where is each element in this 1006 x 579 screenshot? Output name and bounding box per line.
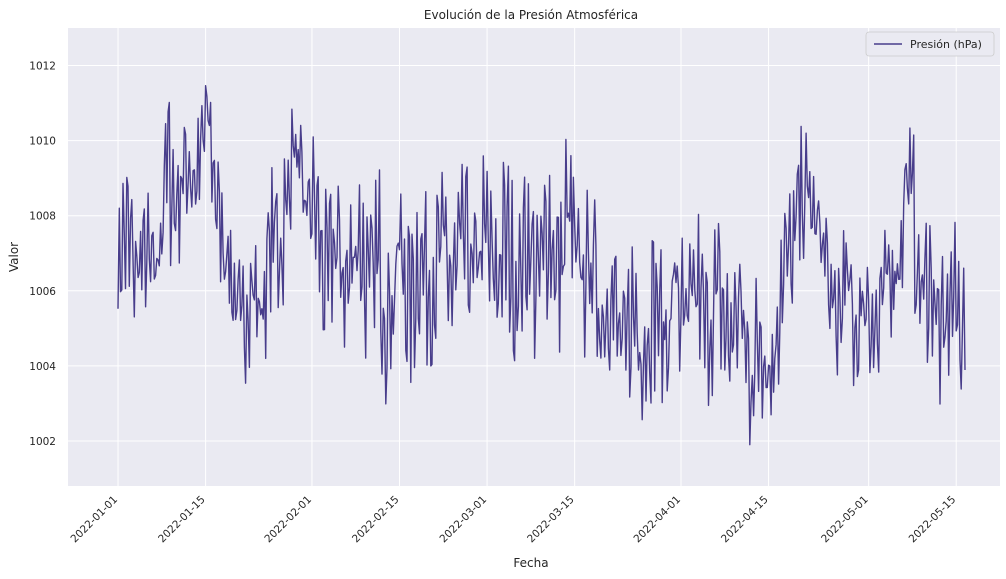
x-tick-label: 2022-01-15 <box>156 494 208 546</box>
y-tick-label: 1004 <box>29 361 56 373</box>
x-tick-label: 2022-02-15 <box>350 494 402 546</box>
y-tick-label: 1002 <box>29 436 56 448</box>
x-tick-label: 2022-04-01 <box>631 494 683 546</box>
x-tick-label: 2022-04-15 <box>719 494 771 546</box>
x-tick-label: 2022-01-01 <box>69 494 121 546</box>
series-layer <box>117 84 966 446</box>
y-tick-label: 1006 <box>29 286 56 298</box>
legend: Presión (hPa) <box>865 31 995 57</box>
y-tick-label: 1012 <box>29 61 56 73</box>
x-tick-label: 2022-02-01 <box>262 494 314 546</box>
y-tick-label: 1010 <box>29 136 56 148</box>
y-tick-label: 1008 <box>29 211 56 223</box>
chart-title: Evolución de la Presión Atmosférica <box>424 8 638 22</box>
x-tick-label: 2022-05-01 <box>819 494 871 546</box>
x-tick-label: 2022-03-15 <box>525 494 577 546</box>
x-axis-label: Fecha <box>513 556 548 570</box>
x-tick-labels: 2022-01-01 2022-01-15 2022-02-01 2022-02-15… <box>69 494 959 546</box>
y-axis-label: Valor <box>7 242 21 272</box>
legend-box <box>865 31 995 57</box>
y-tick-labels: 1002 1004 1006 1008 1010 1012 <box>29 61 56 448</box>
x-tick-label: 2022-03-01 <box>438 494 490 546</box>
legend-label: Presión (hPa) <box>910 38 982 51</box>
x-tick-label: 2022-05-15 <box>907 494 959 546</box>
series-line-presion <box>117 84 966 446</box>
